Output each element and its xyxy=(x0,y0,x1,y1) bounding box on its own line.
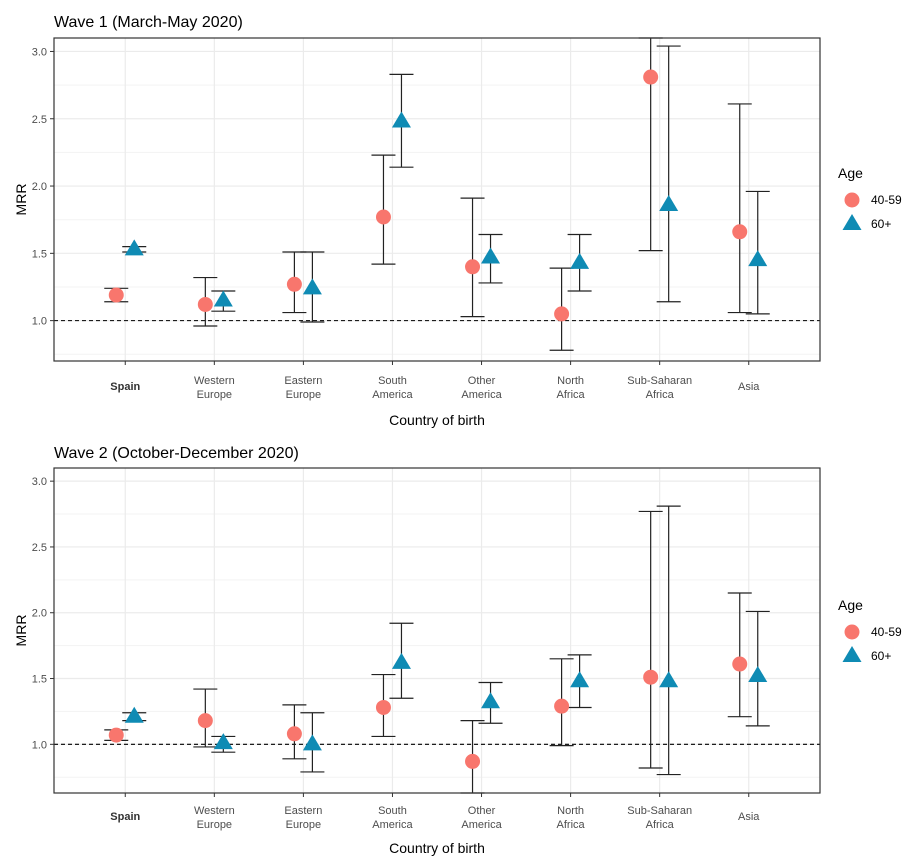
point-40-59 xyxy=(732,224,748,240)
y-tick-label: 1.5 xyxy=(32,674,47,686)
point-40-59 xyxy=(465,753,481,769)
point-40-59 xyxy=(108,287,124,303)
plot-border xyxy=(53,37,821,362)
legend-label-60+: 60+ xyxy=(871,649,891,663)
x-tick-label: Other America xyxy=(461,375,502,401)
y-tick-label: 3.0 xyxy=(32,476,47,488)
x-axis-title: Country of birth xyxy=(389,840,485,856)
y-tick-label: 2.0 xyxy=(32,181,47,193)
y-axis-title: MRR xyxy=(13,615,29,647)
point-60+ xyxy=(391,111,411,128)
legend-title: Age xyxy=(838,597,863,613)
x-tick-label: South America xyxy=(372,805,413,831)
y-tick-label: 1.0 xyxy=(32,316,47,328)
point-60+ xyxy=(748,665,768,682)
x-tick-label: Spain xyxy=(110,381,140,393)
x-tick-label: Spain xyxy=(110,811,140,823)
y-tick-label: 1.5 xyxy=(32,248,47,260)
point-60+ xyxy=(302,734,322,751)
x-tick-label: Eastern Europe xyxy=(284,805,322,831)
y-tick-label: 2.5 xyxy=(32,114,47,126)
point-40-59 xyxy=(375,699,391,715)
plot-area xyxy=(54,38,820,361)
legend-label-40-59: 40-59 xyxy=(871,625,902,639)
legend-key-60+ xyxy=(842,214,862,230)
x-tick-label: Asia xyxy=(738,381,760,393)
x-tick-label: Western Europe xyxy=(194,805,235,831)
point-40-59 xyxy=(732,656,748,672)
point-40-59 xyxy=(286,276,302,292)
x-tick-label: Asia xyxy=(738,811,760,823)
point-40-59 xyxy=(554,698,570,714)
x-tick-label: Other America xyxy=(461,805,502,831)
x-tick-label: South America xyxy=(372,375,413,401)
y-tick-label: 2.0 xyxy=(32,608,47,620)
x-tick-label: North Africa xyxy=(557,805,586,831)
panel-1: Wave 1 (March-May 2020) 1.0 1.5 2.0 2.5 3.0 Sp… xyxy=(13,14,902,428)
point-40-59 xyxy=(643,669,659,685)
point-40-59 xyxy=(465,259,481,275)
point-60+ xyxy=(391,652,411,669)
point-40-59 xyxy=(643,69,659,85)
y-axis-title: MRR xyxy=(13,184,29,216)
point-60+ xyxy=(124,706,144,723)
x-axis-title: Country of birth xyxy=(389,412,485,428)
plot-border xyxy=(53,467,821,794)
x-tick-label: North Africa xyxy=(557,375,586,401)
point-40-59 xyxy=(375,209,391,225)
legend-label-40-59: 40-59 xyxy=(871,193,902,207)
point-60+ xyxy=(659,671,679,688)
point-60+ xyxy=(213,290,233,307)
legend-title: Age xyxy=(838,165,863,181)
legend: Age 40-59 60+ xyxy=(838,597,902,663)
point-60+ xyxy=(570,671,590,688)
point-60+ xyxy=(570,252,590,269)
point-40-59 xyxy=(108,727,124,743)
point-60+ xyxy=(213,733,233,750)
x-tick-label: Eastern Europe xyxy=(284,375,322,401)
x-tick-label: Western Europe xyxy=(194,375,235,401)
x-tick-label: Sub-Saharan Africa xyxy=(627,375,692,401)
legend-label-60+: 60+ xyxy=(871,217,891,231)
point-60+ xyxy=(124,239,144,256)
panel-2: Wave 2 (October-December 2020) 1.0 1.5 2.0 2… xyxy=(13,445,902,856)
y-tick-label: 2.5 xyxy=(32,542,47,554)
point-60+ xyxy=(748,250,768,267)
legend: Age 40-59 60+ xyxy=(838,165,902,231)
point-40-59 xyxy=(197,713,213,729)
y-tick-label: 1.0 xyxy=(32,739,47,751)
legend-key-40-59 xyxy=(844,624,860,640)
x-tick-label: Sub-Saharan Africa xyxy=(627,805,692,831)
plot-area xyxy=(54,468,820,793)
point-60+ xyxy=(302,278,322,295)
chart-title: Wave 2 (October-December 2020) xyxy=(54,445,299,462)
point-40-59 xyxy=(286,726,302,742)
point-40-59 xyxy=(197,296,213,312)
point-60+ xyxy=(481,692,501,709)
legend-key-40-59 xyxy=(844,192,860,208)
chart-title: Wave 1 (March-May 2020) xyxy=(54,14,243,31)
point-40-59 xyxy=(554,306,570,322)
point-60+ xyxy=(659,194,679,211)
y-tick-label: 3.0 xyxy=(32,46,47,58)
point-60+ xyxy=(481,247,501,264)
legend-key-60+ xyxy=(842,646,862,662)
